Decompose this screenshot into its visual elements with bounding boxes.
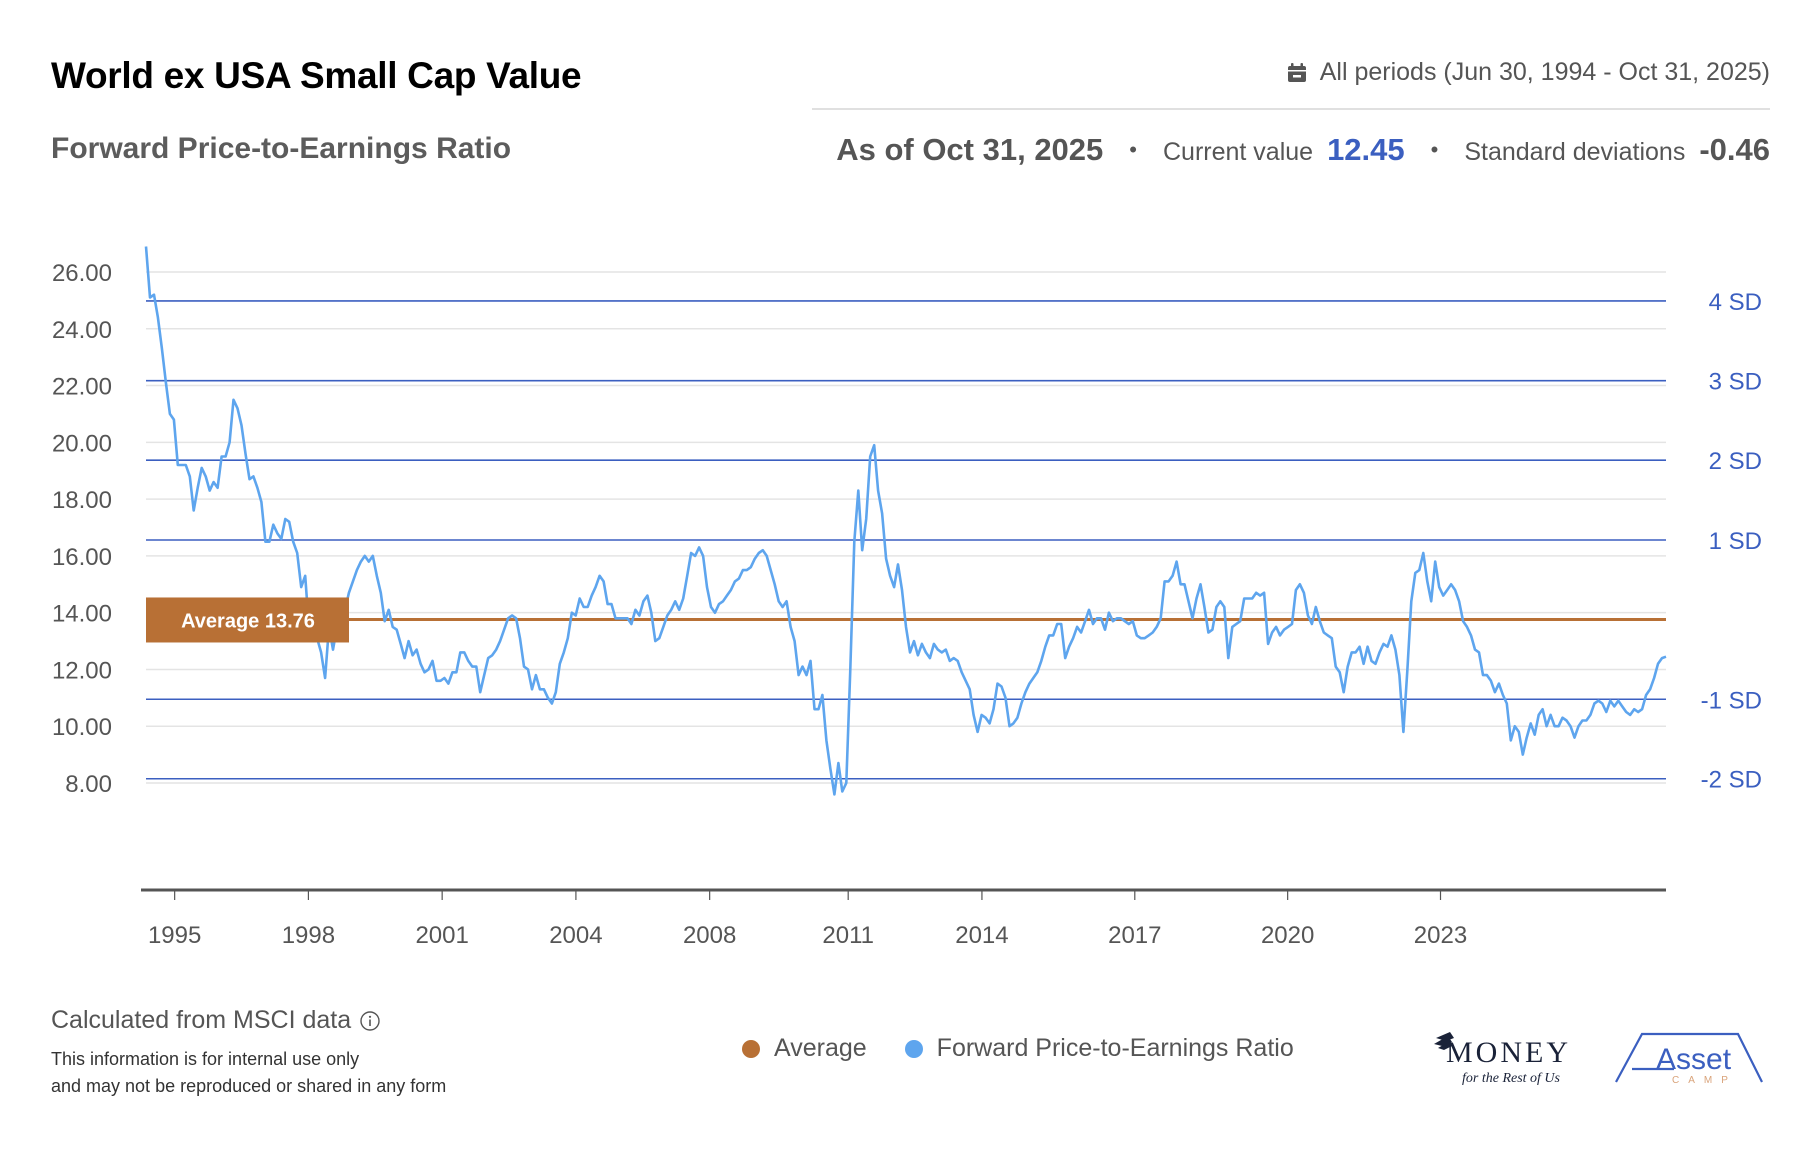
chart-legend: Average Forward Price-to-Earnings Ratio: [742, 1034, 1332, 1063]
current-value-label: Current value: [1162, 138, 1314, 166]
y-tick-label: 20.00: [52, 430, 112, 457]
y-tick-label: 14.00: [52, 601, 112, 628]
std-dev-label: Standard deviations: [1464, 138, 1686, 166]
sd-label: -1 SD: [1701, 687, 1762, 714]
data-source: Calculated from MSCI data: [51, 1006, 381, 1035]
money-logo-title: MONEY: [1446, 1036, 1571, 1069]
x-tick-label: 2023: [1414, 922, 1467, 949]
x-tick-label: 2020: [1261, 922, 1314, 949]
money-bills-icon: [1434, 1032, 1454, 1050]
summary-row: As of Oct 31, 2025 • Current value 12.45…: [836, 132, 1770, 168]
asset-camp-logo: Asset CAMP: [1615, 1032, 1763, 1086]
average-badge-label: Average 13.76: [181, 610, 315, 632]
disclaimer: This information is for internal use onl…: [51, 1046, 446, 1100]
x-tick-label: 2014: [955, 922, 1008, 949]
x-tick-label: 1998: [282, 922, 335, 949]
sd-label: -2 SD: [1701, 767, 1762, 794]
pe-ratio-line[interactable]: [144, 246, 1667, 796]
sd-label: 4 SD: [1709, 289, 1762, 316]
sd-label: 2 SD: [1709, 448, 1762, 475]
legend-label: Average: [774, 1034, 867, 1062]
asset-logo-subtitle: CAMP: [1672, 1075, 1737, 1086]
data-source-label: Calculated from MSCI data: [51, 1006, 352, 1034]
y-tick-label: 10.00: [52, 714, 112, 741]
info-icon[interactable]: [359, 1010, 381, 1032]
y-tick-label: 18.00: [52, 487, 112, 514]
asset-logo-title: Asset: [1656, 1043, 1732, 1076]
x-tick-label: 2017: [1108, 922, 1161, 949]
separator-dot: •: [1430, 137, 1439, 162]
y-tick-label: 24.00: [52, 317, 112, 344]
y-tick-label: 12.00: [52, 657, 112, 684]
y-tick-label: 8.00: [65, 771, 112, 798]
period-selector[interactable]: All periods (Jun 30, 1994 - Oct 31, 2025…: [1286, 58, 1770, 87]
header-divider: [812, 108, 1770, 110]
money-logo-subtitle: for the Rest of Us: [1462, 1071, 1561, 1086]
y-tick-label: 16.00: [52, 544, 112, 571]
disclaimer-line: and may not be reproduced or shared in a…: [51, 1076, 447, 1096]
legend-item-average[interactable]: Average: [742, 1034, 867, 1063]
pe-ratio-chart[interactable]: 8.00 10.00 12.00 14.00 16.00 18.00 20.00 22.00 2…: [0, 0, 1816, 980]
x-tick-label: 1995: [148, 922, 201, 949]
sd-label: 3 SD: [1709, 369, 1762, 396]
metric-subtitle: Forward Price-to-Earnings Ratio: [51, 132, 512, 165]
current-value: 12.45: [1327, 132, 1405, 167]
x-tick-label: 2008: [683, 922, 736, 949]
average-badge: [146, 597, 349, 643]
legend-item-pe-ratio[interactable]: Forward Price-to-Earnings Ratio: [904, 1034, 1294, 1063]
calendar-icon: [1287, 62, 1306, 82]
separator-dot: •: [1129, 137, 1137, 162]
y-tick-label: 26.00: [52, 260, 112, 287]
legend-label: Forward Price-to-Earnings Ratio: [936, 1034, 1294, 1062]
disclaimer-line: This information is for internal use onl…: [51, 1049, 360, 1069]
money-for-the-rest-of-us-logo: MONEY for the Rest of Us: [1434, 1032, 1571, 1086]
x-tick-label: 2001: [415, 922, 468, 949]
period-label: All periods (Jun 30, 1994 - Oct 31, 2025…: [1319, 58, 1770, 86]
y-tick-label: 22.00: [52, 374, 112, 401]
x-tick-label: 2011: [822, 922, 874, 949]
std-dev-value: -0.46: [1699, 132, 1770, 167]
chart-title: World ex USA Small Cap Value: [51, 55, 582, 96]
legend-swatch-pe-ratio: [904, 1039, 923, 1058]
x-tick-label: 2004: [549, 922, 602, 949]
sd-label: 1 SD: [1709, 528, 1762, 555]
legend-swatch-average: [742, 1039, 760, 1058]
as-of-date: As of Oct 31, 2025: [836, 132, 1104, 167]
